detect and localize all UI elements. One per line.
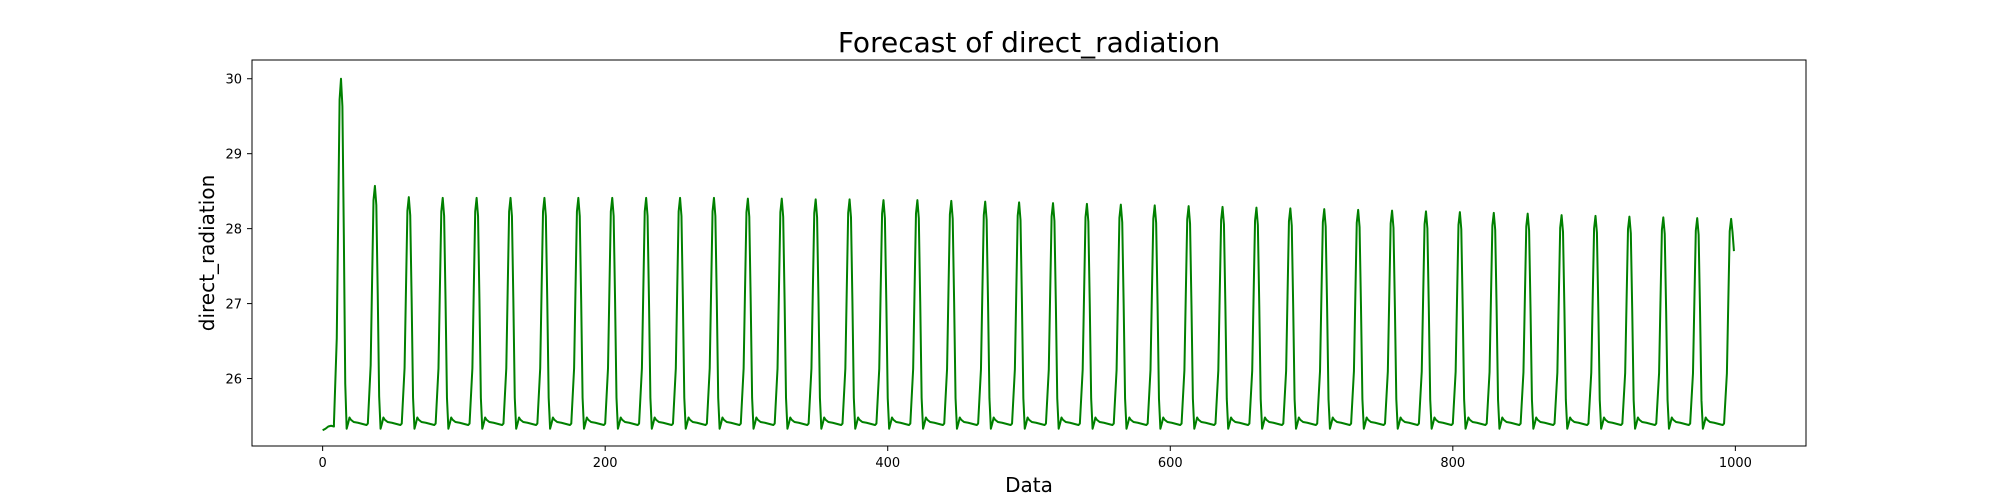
x-axis-ticks: 0 200 400 600 800 1000	[318, 446, 1752, 471]
x-tick-label: 0	[318, 456, 326, 471]
x-axis-label: Data	[1005, 473, 1053, 497]
x-tick-label: 1000	[1719, 456, 1752, 471]
y-tick-label: 26	[225, 373, 242, 388]
y-axis-label: direct_radiation	[195, 175, 219, 331]
plot-area	[251, 59, 1807, 447]
y-axis-ticks: 26 27 28 29 30	[225, 73, 252, 388]
plot-frame	[251, 59, 1807, 447]
x-tick-label: 400	[875, 456, 900, 471]
series-line-direct-radiation	[322, 77, 1735, 432]
x-tick-label: 600	[1158, 456, 1183, 471]
x-tick-label: 800	[1440, 456, 1465, 471]
y-tick-label: 30	[225, 73, 242, 88]
y-tick-label: 28	[225, 223, 242, 238]
x-tick-label: 200	[593, 456, 618, 471]
y-tick-label: 27	[225, 298, 242, 313]
chart-title: Forecast of direct_radiation	[838, 26, 1220, 59]
y-tick-label: 29	[225, 148, 242, 163]
